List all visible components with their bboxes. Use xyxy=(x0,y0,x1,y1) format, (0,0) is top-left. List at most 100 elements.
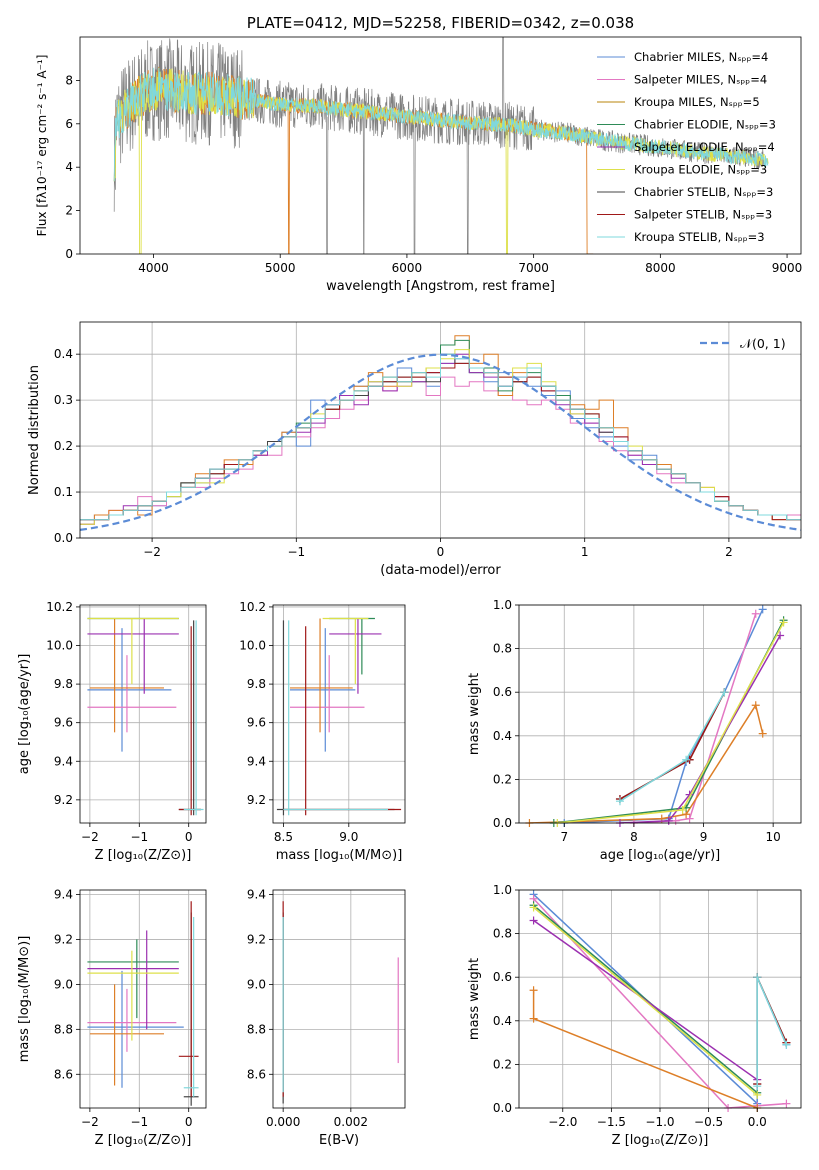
spectrum-ytick-label: 6 xyxy=(65,117,73,131)
spectrum-xtick-label: 8000 xyxy=(645,261,676,275)
weight-series-line xyxy=(533,906,758,1096)
weight-series-line xyxy=(553,619,785,823)
mass-vs-EBV-xtick-label: 0.002 xyxy=(334,1115,368,1129)
age-vs-Z-ytick-label: 9.4 xyxy=(54,754,73,768)
mass-weight-vs-Z-ytick-label: 1.0 xyxy=(493,883,512,897)
age-vs-mass-ytick-label: 10.0 xyxy=(239,639,266,653)
mass-vs-Z-ytick-label: 9.4 xyxy=(54,887,73,901)
weight-series-line xyxy=(533,904,758,1094)
mass-vs-EBV-ytick-label: 9.0 xyxy=(247,977,266,991)
age-vs-mass-ytick-label: 9.4 xyxy=(247,754,266,768)
weight-series-line xyxy=(756,976,788,1084)
age-vs-Z-ytick-label: 10.2 xyxy=(46,600,73,614)
age-vs-mass-ytick-label: 9.6 xyxy=(247,716,266,730)
weight-series-line xyxy=(619,635,781,823)
mass-weight-vs-Z-xtick-label: −2.0 xyxy=(548,1115,577,1129)
age-vs-mass-xlabel: mass [log₁₀(M/M⊙)] xyxy=(276,848,403,863)
spectrum-xtick-label: 7000 xyxy=(518,261,549,275)
age-vs-Z-axes xyxy=(80,605,206,823)
spectrum-ytick-label: 2 xyxy=(65,204,73,218)
weight-marker xyxy=(753,1090,762,1099)
weight-series-line xyxy=(533,919,758,1081)
mass-vs-Z-frame xyxy=(79,889,207,1109)
mass-vs-Z-ylabel: mass [log₁₀(M/M⊙)] xyxy=(17,936,32,1063)
mass-weight-vs-age-xtick-label: 10 xyxy=(766,830,781,844)
residual-hist-xtick-label: 2 xyxy=(725,545,733,559)
mass-weight-vs-Z-xtick-label: −0.5 xyxy=(694,1115,723,1129)
mass-weight-vs-Z-axes xyxy=(519,889,801,1109)
age-vs-mass-frame xyxy=(272,604,406,824)
mass-weight-vs-age-axes xyxy=(519,604,801,824)
weight-marker xyxy=(782,1040,791,1049)
weight-series-line xyxy=(619,691,726,800)
spectrum-xtick-label: 4000 xyxy=(138,261,169,275)
mass-weight-vs-age-ylabel: mass weight xyxy=(467,673,482,755)
mass-weight-vs-Z-xlabel: Z [log₁₀(Z/Z⊙)] xyxy=(612,1133,709,1148)
residual-hist-xtick-label: 0 xyxy=(437,545,445,559)
mass-weight-vs-age-xtick-label: 9 xyxy=(700,830,708,844)
mass-vs-Z-ytick-label: 9.0 xyxy=(54,977,73,991)
spectrum-title: PLATE=0412, MJD=52258, FIBERID=0342, z=0… xyxy=(247,14,634,32)
age-vs-Z-xtick-label: −2 xyxy=(81,830,99,844)
weight-series-line xyxy=(619,691,726,800)
age-vs-mass-xtick-label: 8.5 xyxy=(274,830,293,844)
age-vs-Z-ytick-label: 9.2 xyxy=(54,793,73,807)
mass-weight-vs-Z-ytick-label: 0.2 xyxy=(493,1057,512,1071)
spectrum-ytick-label: 4 xyxy=(65,160,73,174)
mass-vs-EBV-frame xyxy=(272,889,406,1109)
weight-marker xyxy=(758,605,767,614)
age-vs-mass-ytick-label: 9.2 xyxy=(247,793,266,807)
mass-vs-EBV-ytick-label: 9.4 xyxy=(247,887,266,901)
weight-marker xyxy=(779,618,788,627)
gaussian-curve xyxy=(79,353,802,531)
weight-marker xyxy=(753,973,762,982)
weight-series-line xyxy=(532,990,758,1108)
age-vs-Z-ylabel: age [log₁₀(age/yr)] xyxy=(17,654,32,775)
spectrum-ylabel: Flux [fλ10⁻¹⁷ erg cm⁻² s⁻¹ A⁻¹] xyxy=(35,55,49,237)
mass-vs-EBV-xtick-label: 0.000 xyxy=(266,1115,300,1129)
residual-hist-ytick-label: 0.2 xyxy=(54,439,73,453)
weight-marker xyxy=(720,688,729,697)
residual-hist-ytick-label: 0.1 xyxy=(54,485,73,499)
age-vs-Z-frame xyxy=(79,604,207,824)
mass-weight-vs-Z-xtick-label: 0.0 xyxy=(748,1115,767,1129)
age-vs-mass-ytick-label: 10.2 xyxy=(239,600,266,614)
residual-hist-xtick-label: 1 xyxy=(581,545,589,559)
age-vs-Z-xlabel: Z [log₁₀(Z/Z⊙)] xyxy=(95,848,192,863)
mass-weight-vs-Z-ylabel: mass weight xyxy=(467,958,482,1040)
spectrum-xtick-label: 5000 xyxy=(265,261,296,275)
weight-series-line xyxy=(619,691,726,802)
hist-legend-label: 𝒩(0, 1) xyxy=(740,336,786,351)
weight-marker xyxy=(529,916,538,925)
legend-label: Chabrier STELIB, Nₛₚₚ=3 xyxy=(634,185,773,199)
weight-marker xyxy=(776,631,785,640)
mass-vs-Z-ytick-label: 8.8 xyxy=(54,1022,73,1036)
mass-weight-vs-Z-xtick-label: −1.0 xyxy=(645,1115,674,1129)
mass-weight-vs-Z-ytick-label: 0.6 xyxy=(493,970,512,984)
legend-label: Salpeter MILES, Nₛₚₚ=4 xyxy=(634,73,767,87)
mass-weight-vs-Z-ytick-label: 0.8 xyxy=(493,927,512,941)
mass-weight-vs-age-ytick-label: 1.0 xyxy=(493,598,512,612)
weight-marker xyxy=(678,805,687,814)
age-vs-mass-ytick-label: 9.8 xyxy=(247,677,266,691)
mass-vs-EBV-xlabel: E(B-V) xyxy=(319,1133,359,1148)
weight-marker xyxy=(529,986,538,995)
legend-label: Kroupa ELODIE, Nₛₚₚ=3 xyxy=(634,163,767,177)
mass-weight-vs-age-ytick-label: 0.6 xyxy=(493,685,512,699)
weight-marker xyxy=(758,729,767,738)
histogram-series xyxy=(80,353,801,521)
weight-series-line xyxy=(533,898,787,1108)
legend-label: Chabrier MILES, Nₛₚₚ=4 xyxy=(634,50,768,64)
legend-label: Chabrier ELODIE, Nₛₚₚ=3 xyxy=(634,118,776,132)
mass-weight-vs-age-ytick-label: 0.2 xyxy=(493,772,512,786)
mass-weight-vs-Z-ytick-label: 0.0 xyxy=(493,1101,512,1115)
weight-marker xyxy=(664,816,673,825)
mass-vs-EBV-ytick-label: 8.8 xyxy=(247,1022,266,1036)
histogram-series xyxy=(80,376,801,521)
weight-series-line xyxy=(756,976,788,1084)
mass-weight-vs-age-ytick-label: 0.8 xyxy=(493,642,512,656)
mass-vs-Z-xlabel: Z [log₁₀(Z/Z⊙)] xyxy=(95,1133,192,1148)
age-vs-Z-ytick-label: 9.6 xyxy=(54,716,73,730)
legend-label: Kroupa STELIB, Nₛₚₚ=3 xyxy=(634,230,765,244)
